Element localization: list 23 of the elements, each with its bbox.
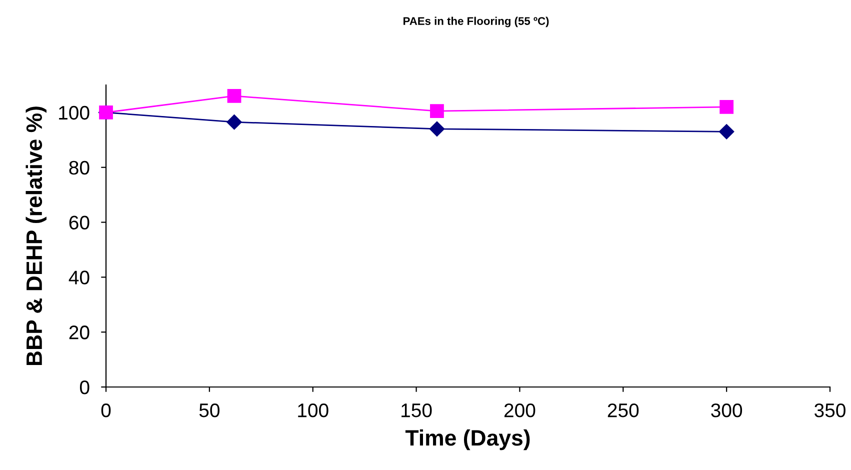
point [227, 89, 242, 103]
point [719, 124, 734, 140]
y-tick-label: 80 [69, 160, 90, 175]
y-tick-label: 60 [69, 216, 90, 230]
y-axis-title: BBP & DEHP (relative %) [26, 106, 46, 366]
x-tick-label: 100 [298, 403, 328, 418]
x-tick-label: 50 [199, 403, 220, 418]
y-tick-label: 100 [59, 106, 90, 120]
x-tick-label: 350 [814, 403, 846, 418]
y-tick-label: 40 [68, 270, 90, 284]
point [226, 114, 242, 130]
x-tick-label: 250 [608, 403, 639, 418]
point [720, 100, 734, 114]
y-tick-label: 0 [80, 380, 90, 394]
y-tick-label: 20 [69, 326, 90, 340]
chart-title: PAEs in the Flooring (55 ºC) [404, 16, 549, 28]
x-tick-label: 300 [711, 403, 742, 418]
x-tick-label: 150 [402, 403, 432, 418]
x-axis-title: Time (Days) [405, 429, 530, 450]
x-tick-label: 200 [504, 403, 536, 418]
point [430, 104, 444, 118]
x-tick-label: 0 [101, 403, 111, 418]
point [429, 121, 445, 136]
